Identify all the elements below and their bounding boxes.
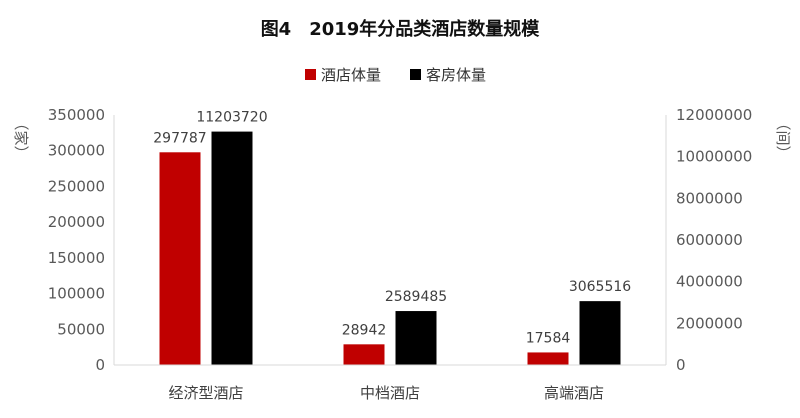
- y-right-axis-label: （间）: [774, 115, 792, 160]
- data-label-hotels: 17584: [526, 330, 571, 346]
- y-right-tick-label: 0: [676, 356, 686, 374]
- y-right-tick-label: 12000000: [676, 106, 752, 124]
- y-left-axis-label: （家）: [12, 115, 30, 160]
- data-label-hotels: 28942: [342, 322, 387, 338]
- y-left-tick-label: 150000: [48, 249, 105, 267]
- y-right-ticks: 0 2000000 4000000 6000000 8000000 10000000 120…: [676, 106, 752, 374]
- bar-hotels: [159, 152, 201, 365]
- bar-hotels: [343, 344, 385, 365]
- bars: [159, 131, 621, 365]
- y-left-tick-label: 0: [95, 356, 105, 374]
- category-labels: 经济型酒店 中档酒店 高端酒店: [168, 384, 604, 402]
- data-label-hotels: 297787: [153, 130, 206, 146]
- y-left-tick-label: 350000: [48, 106, 105, 124]
- bar-hotels: [527, 352, 569, 365]
- legend-swatch-hotels: [305, 69, 316, 80]
- bar-rooms: [395, 311, 437, 365]
- category-label: 高端酒店: [544, 384, 604, 402]
- data-label-rooms: 2589485: [385, 289, 447, 305]
- chart-title: 图4 2019年分品类酒店数量规模: [261, 18, 541, 40]
- y-right-tick-label: 8000000: [676, 189, 743, 207]
- y-right-tick-label: 2000000: [676, 314, 743, 332]
- legend: 酒店体量 客房体量: [305, 66, 486, 84]
- y-left-tick-label: 50000: [57, 320, 105, 338]
- y-left-tick-label: 200000: [48, 213, 105, 231]
- category-label: 经济型酒店: [168, 384, 243, 402]
- legend-swatch-rooms: [410, 69, 421, 80]
- y-right-tick-label: 4000000: [676, 273, 743, 291]
- y-left-ticks: 0 50000 100000 150000 200000 250000 300000 3500…: [48, 106, 105, 374]
- y-right-tick-label: 10000000: [676, 148, 752, 166]
- data-label-rooms: 11203720: [196, 110, 267, 126]
- legend-label-hotels: 酒店体量: [321, 66, 381, 84]
- legend-label-rooms: 客房体量: [426, 66, 486, 84]
- y-left-tick-label: 100000: [48, 285, 105, 303]
- bar-rooms: [579, 301, 621, 365]
- y-right-tick-label: 6000000: [676, 231, 743, 249]
- y-left-tick-label: 250000: [48, 177, 105, 195]
- data-labels: 297787 11203720 28942 2589485 17584 3065516: [153, 110, 631, 347]
- data-label-rooms: 3065516: [569, 279, 631, 295]
- bar-rooms: [211, 131, 253, 365]
- y-left-tick-label: 300000: [48, 142, 105, 160]
- category-label: 中档酒店: [360, 384, 420, 402]
